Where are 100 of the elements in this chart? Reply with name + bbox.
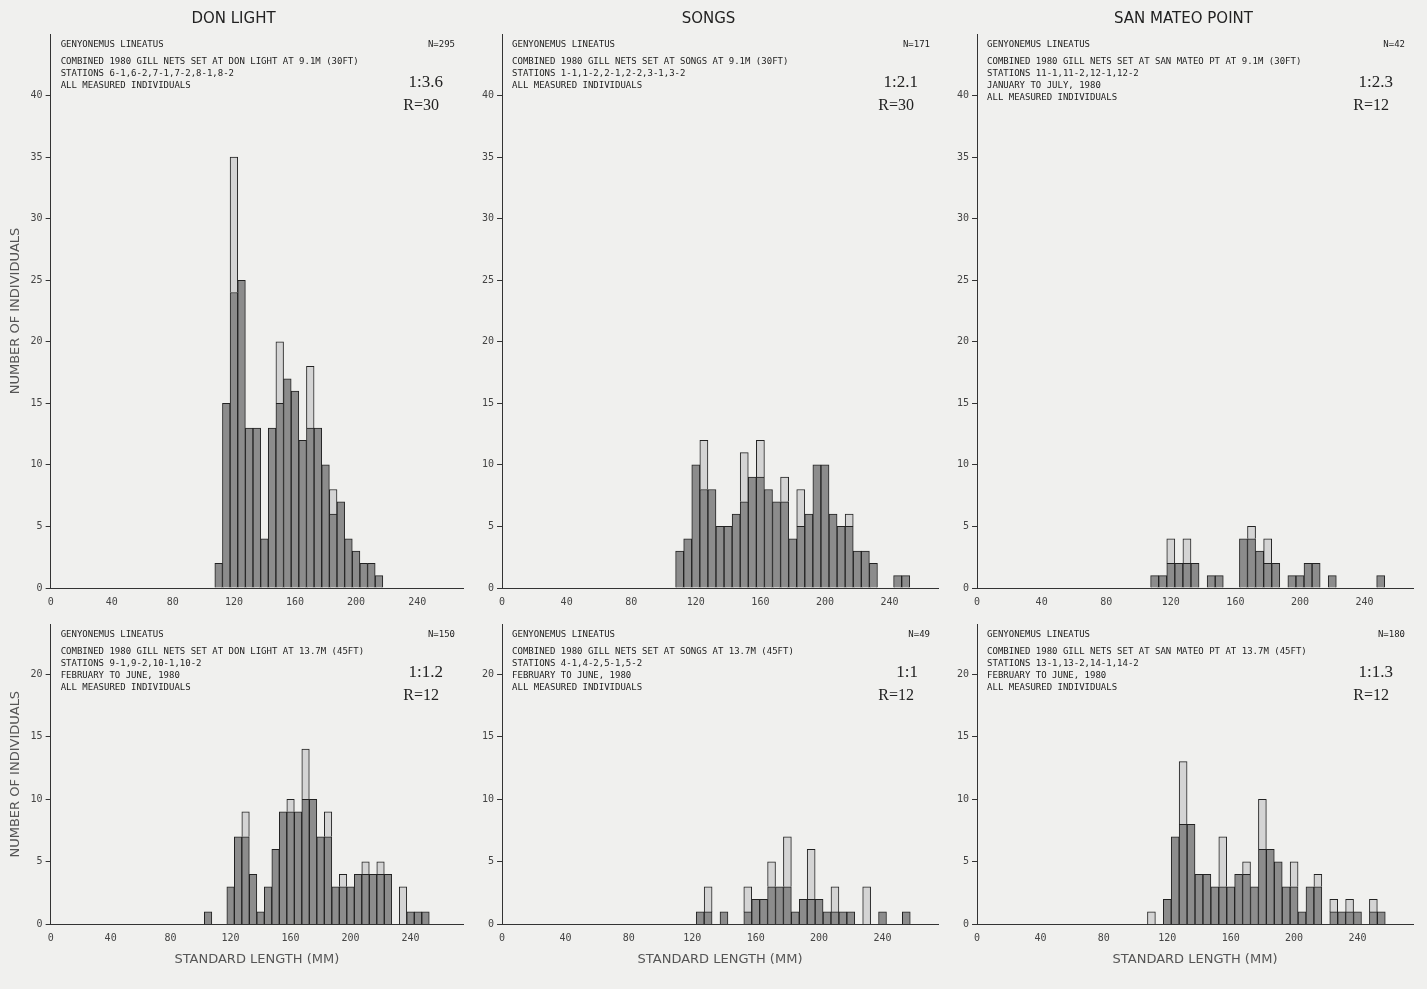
x-tick-label: 120	[221, 931, 240, 943]
x-tick-label: 40	[104, 931, 117, 943]
x-tick-label: 40	[1035, 595, 1048, 607]
x-tick-label: 0	[47, 931, 54, 943]
annotation: 1:1	[896, 661, 918, 681]
annotation: GENYONEMUS LINEATUS	[60, 38, 164, 49]
annotation: 1:1.3	[1358, 661, 1393, 681]
x-tick-label: 160	[285, 595, 305, 607]
x-tick-label: 160	[1221, 931, 1240, 943]
x-tick-label: 200	[1290, 595, 1309, 607]
x-tick-label: 200	[347, 595, 366, 607]
x-tick-label: 200	[341, 931, 360, 943]
annotation: GENYONEMUS LINEATUS	[987, 628, 1090, 639]
y-tick-label: 25	[956, 273, 970, 285]
y-tick-label: 20	[30, 335, 43, 347]
x-tick-label: 200	[815, 595, 834, 607]
y-tick-label: 15	[481, 730, 495, 742]
y-axis-title: NUMBER OF INDIVIDUALS	[7, 227, 23, 395]
x-tick-label: 240	[1355, 595, 1374, 607]
y-tick-label: 10	[481, 458, 495, 470]
y-tick-label: 40	[956, 89, 970, 101]
annotation: R=12	[1353, 686, 1389, 704]
annotation: FEBRUARY TO JUNE, 1980	[60, 669, 180, 680]
y-tick-label: 20	[956, 667, 970, 679]
annotation: R=12	[403, 686, 439, 704]
x-tick-label: 160	[281, 931, 300, 943]
annotation: R=30	[878, 96, 914, 114]
annotation: 1:3.6	[408, 71, 443, 91]
annotation: STATIONS 1-1,1-2,2-1,2-2,3-1,3-2	[512, 67, 686, 78]
chart-title: DON LIGHT	[191, 8, 277, 27]
annotation: N=49	[908, 628, 930, 639]
y-tick-label: 20	[30, 667, 43, 679]
annotation: ALL MEASURED INDIVIDUALS	[60, 681, 191, 692]
x-tick-label: 0	[974, 595, 981, 607]
annotation: N=42	[1383, 38, 1405, 49]
x-tick-label: 120	[686, 595, 705, 607]
x-tick-label: 240	[880, 595, 899, 607]
annotation: GENYONEMUS LINEATUS	[512, 38, 615, 49]
annotation: ALL MEASURED INDIVIDUALS	[512, 79, 643, 90]
y-tick-label: 5	[488, 855, 495, 867]
y-tick-label: 10	[481, 792, 495, 804]
annotation: COMBINED 1980 GILL NETS SET AT DON LIGHT AT 9.1M (30FT)	[60, 55, 359, 66]
annotation: ALL MEASURED INDIVIDUALS	[60, 79, 191, 90]
x-tick-label: 80	[1100, 595, 1113, 607]
annotation: N=295	[427, 38, 455, 49]
annotation: 1:2.3	[1358, 71, 1393, 91]
annotation: N=150	[427, 628, 455, 639]
annotation: COMBINED 1980 GILL NETS SET AT SAN MATEO PT AT 13.7M (45FT)	[987, 645, 1307, 656]
annotation: ALL MEASURED INDIVIDUALS	[987, 91, 1118, 102]
x-tick-label: 120	[1158, 931, 1177, 943]
x-axis-title: STANDARD LENGTH (MM)	[174, 950, 340, 966]
y-tick-label: 15	[481, 396, 495, 408]
x-tick-label: 0	[499, 595, 506, 607]
y-tick-label: 35	[30, 150, 43, 162]
y-tick-label: 0	[963, 917, 970, 929]
y-tick-label: 40	[30, 89, 43, 101]
annotation: COMBINED 1980 GILL NETS SET AT SONGS AT 9.1M (30FT)	[512, 55, 789, 66]
y-tick-label: 5	[963, 520, 970, 532]
annotation: ALL MEASURED INDIVIDUALS	[512, 681, 643, 692]
annotation: N=180	[1377, 628, 1405, 639]
x-tick-label: 40	[1034, 931, 1047, 943]
y-tick-label: 15	[956, 396, 970, 408]
annotation: STATIONS 13-1,13-2,14-1,14-2	[987, 657, 1139, 668]
y-tick-label: 10	[956, 458, 970, 470]
x-tick-label: 80	[166, 595, 179, 607]
y-tick-label: 0	[488, 581, 495, 593]
x-tick-label: 200	[1285, 931, 1304, 943]
y-tick-label: 15	[30, 730, 43, 742]
chart-title: SAN MATEO POINT	[1114, 8, 1254, 27]
annotation: GENYONEMUS LINEATUS	[987, 38, 1090, 49]
x-tick-label: 240	[408, 595, 427, 607]
y-tick-label: 35	[481, 150, 495, 162]
x-tick-label: 240	[873, 931, 892, 943]
y-tick-label: 5	[36, 855, 43, 867]
y-tick-label: 20	[956, 335, 970, 347]
x-axis-title: STANDARD LENGTH (MM)	[1112, 950, 1278, 966]
y-tick-label: 40	[481, 89, 495, 101]
y-tick-label: 0	[36, 581, 43, 593]
annotation: STATIONS 11-1,11-2,12-1,12-2	[987, 67, 1139, 78]
annotation: 1:2.1	[883, 71, 918, 91]
x-tick-label: 80	[622, 931, 635, 943]
x-tick-label: 200	[810, 931, 829, 943]
y-tick-label: 25	[481, 273, 495, 285]
y-axis-title: NUMBER OF INDIVIDUALS	[7, 690, 23, 858]
x-tick-label: 80	[625, 595, 638, 607]
y-tick-label: 0	[963, 581, 970, 593]
annotation: FEBRUARY TO JUNE, 1980	[987, 669, 1107, 680]
annotation: STATIONS 4-1,4-2,5-1,5-2	[512, 657, 643, 668]
y-tick-label: 25	[30, 273, 43, 285]
y-tick-label: 35	[956, 150, 970, 162]
annotation: R=12	[1353, 96, 1389, 114]
y-tick-label: 30	[481, 212, 495, 224]
x-tick-label: 160	[746, 931, 765, 943]
annotation: JANUARY TO JULY, 1980	[987, 79, 1101, 90]
x-axis-title: STANDARD LENGTH (MM)	[637, 950, 803, 966]
y-tick-label: 15	[956, 730, 970, 742]
x-tick-label: 0	[974, 931, 981, 943]
x-tick-label: 0	[47, 595, 54, 607]
x-tick-label: 240	[1348, 931, 1367, 943]
x-tick-label: 240	[401, 931, 420, 943]
